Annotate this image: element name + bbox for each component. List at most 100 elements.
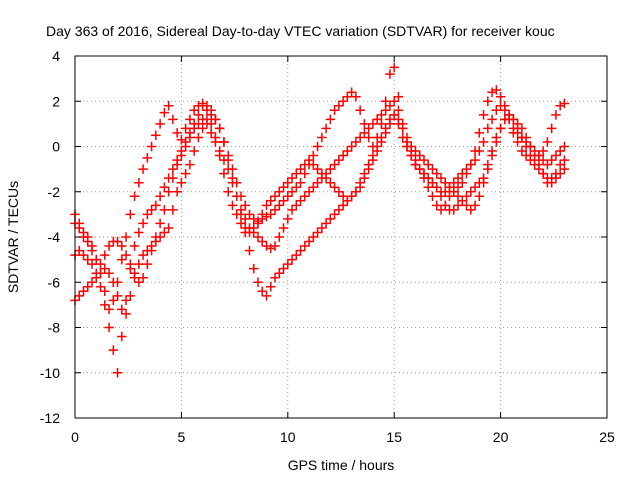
data-point: [521, 132, 531, 143]
data-point: [168, 173, 178, 183]
data-point: [180, 137, 191, 147]
data-point: [423, 182, 433, 192]
data-point: [461, 164, 472, 174]
data-point: [95, 259, 106, 269]
data-point: [291, 250, 302, 260]
data-point: [74, 245, 85, 256]
data-point: [214, 150, 225, 161]
data-point: [449, 187, 459, 197]
data-point: [168, 164, 178, 174]
data-point: [287, 173, 297, 183]
data-point: [257, 286, 268, 297]
data-point: [470, 155, 480, 165]
data-point: [117, 241, 127, 251]
data-point: [440, 200, 451, 211]
data-point: [202, 114, 212, 125]
data-point: [325, 214, 336, 224]
data-point: [266, 282, 276, 292]
data-point: [74, 223, 85, 233]
data-point: [274, 187, 285, 197]
data-point: [278, 223, 289, 233]
data-point: [432, 182, 442, 192]
data-point: [159, 182, 170, 192]
data-point: [376, 119, 387, 129]
data-point: [444, 191, 455, 202]
data-point: [478, 110, 489, 120]
data-point: [389, 96, 399, 106]
data-point: [189, 146, 199, 156]
data-point: [351, 137, 361, 147]
data-point: [266, 196, 276, 206]
data-point: [274, 232, 285, 242]
data-point: [555, 146, 565, 156]
data-point: [151, 130, 161, 140]
data-point: [146, 245, 157, 256]
data-point: [453, 173, 463, 183]
data-point: [410, 159, 421, 170]
data-point: [542, 177, 553, 188]
data-point: [155, 218, 165, 229]
data-point: [146, 205, 157, 215]
data-point: [495, 123, 506, 134]
data-point: [470, 200, 480, 211]
data-point: [287, 205, 297, 215]
data-point: [300, 191, 310, 202]
data-point: [325, 164, 336, 174]
data-point: [436, 173, 446, 183]
data-point: [355, 132, 365, 143]
data-point: [487, 114, 497, 125]
data-point: [329, 209, 340, 220]
data-point: [538, 146, 548, 156]
data-point: [317, 168, 327, 179]
data-point: [312, 164, 323, 174]
data-point: [185, 159, 195, 170]
data-point: [257, 236, 268, 247]
data-point: [231, 191, 242, 202]
data-point: [321, 173, 331, 183]
data-point: [393, 114, 404, 125]
data-point: [500, 105, 510, 116]
data-point: [300, 241, 310, 251]
data-point: [129, 241, 140, 251]
data-point: [266, 209, 276, 220]
data-point: [538, 168, 548, 179]
tick-layer: 0 5 10 15 20 25 -12 -10 -8 -6 -4 -2 0 2 4: [40, 48, 615, 445]
data-point: [542, 159, 553, 170]
data-point: [270, 191, 280, 202]
data-point: [325, 114, 336, 125]
data-point: [355, 105, 365, 116]
data-point: [117, 254, 127, 265]
data-point: [329, 159, 340, 170]
data-point: [466, 205, 476, 215]
data-point: [257, 209, 268, 220]
data-point: [551, 150, 561, 161]
data-point: [457, 168, 468, 179]
data-point: [423, 173, 433, 183]
data-point: [87, 245, 97, 256]
data-point: [180, 123, 191, 134]
data-point: [159, 205, 170, 215]
data-point: [274, 268, 285, 278]
data-point: [244, 245, 255, 256]
data-point: [91, 272, 102, 283]
data-point: [432, 168, 442, 179]
data-point: [512, 137, 523, 147]
data-point: [117, 304, 127, 315]
x-tick-label: 5: [178, 429, 186, 445]
data-point: [338, 200, 348, 211]
data-point: [380, 96, 391, 106]
data-point: [219, 137, 229, 147]
data-point: [440, 187, 451, 197]
data-point: [168, 205, 178, 215]
data-point: [283, 214, 293, 224]
data-point: [100, 300, 110, 310]
data-point: [253, 218, 263, 229]
data-point: [453, 182, 463, 192]
data-point: [351, 187, 361, 197]
data-point: [325, 177, 336, 188]
data-point: [295, 245, 306, 256]
data-point: [78, 286, 89, 297]
data-point: [172, 128, 182, 138]
data-point: [461, 200, 472, 211]
x-tick-label: 0: [71, 429, 79, 445]
